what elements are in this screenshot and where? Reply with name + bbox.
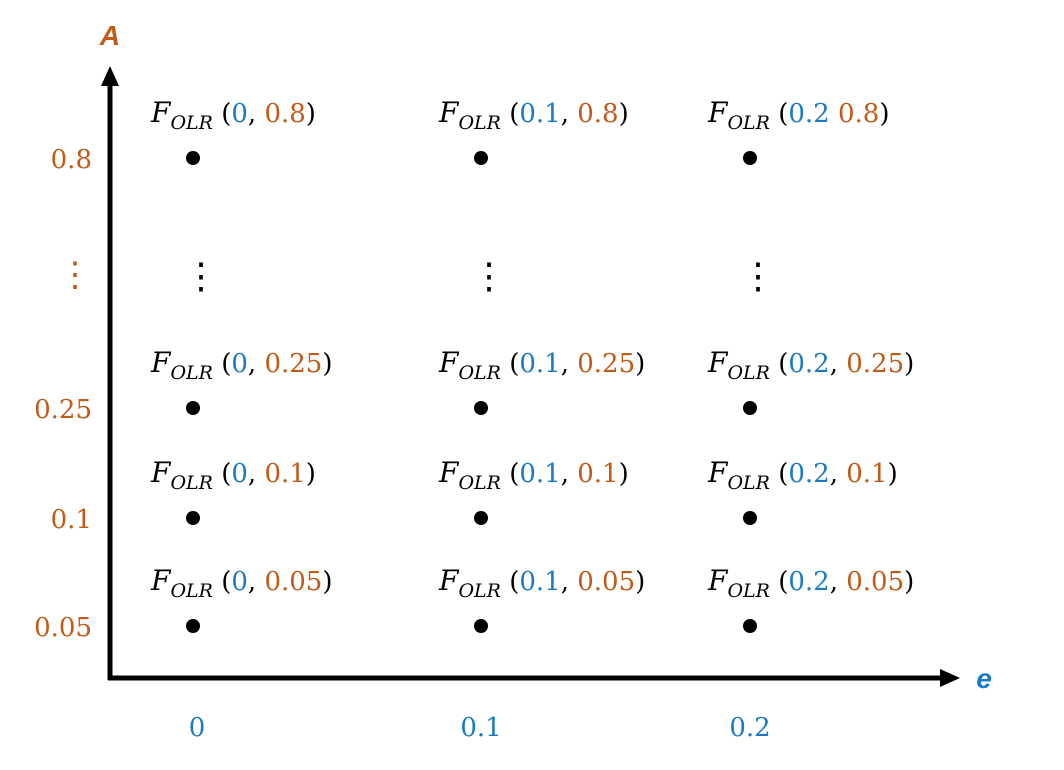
cell-label: FOLR (0.1, 0.1) — [438, 456, 629, 494]
grid-point — [186, 151, 200, 165]
x-tick-label: 0 — [189, 713, 206, 743]
vertical-ellipsis: ⋮ — [183, 256, 219, 297]
x-tick-label: 0.2 — [729, 713, 770, 743]
grid-point — [743, 511, 757, 525]
cell-label: FOLR (0, 0.05) — [150, 564, 332, 602]
grid-point — [474, 401, 488, 415]
y-tick-label: 0.25 — [34, 395, 92, 425]
y-axis-arrow — [101, 66, 119, 86]
x-axis-label: e — [976, 663, 992, 694]
grid-point — [474, 619, 488, 633]
x-tick-label: 0.1 — [460, 713, 501, 743]
vertical-ellipsis: ⋮ — [740, 256, 776, 297]
cell-label: FOLR (0, 0.8) — [150, 96, 316, 134]
grid-point — [743, 401, 757, 415]
cell-label: FOLR (0.2, 0.05) — [707, 564, 914, 602]
vertical-ellipsis: ⋮ — [471, 256, 507, 297]
cell-label: FOLR (0.2, 0.25) — [707, 346, 914, 384]
cell-label: FOLR (0.1, 0.8) — [438, 96, 629, 134]
y-axis-label: A — [99, 20, 120, 51]
cell-label: FOLR (0, 0.25) — [150, 346, 332, 384]
grid-point — [186, 511, 200, 525]
y-tick-label: ⋮ — [58, 255, 92, 295]
y-tick-labels: 0.8 ⋮ 0.25 0.1 0.05 — [34, 145, 92, 643]
grid-point — [186, 401, 200, 415]
grid-point — [743, 151, 757, 165]
grid-point — [743, 619, 757, 633]
cell-label: FOLR (0.2 0.8) — [707, 96, 890, 134]
x-axis-arrow — [940, 669, 960, 687]
grid-point — [474, 151, 488, 165]
cell-label: FOLR (0.1, 0.05) — [438, 564, 645, 602]
y-tick-label: 0.05 — [34, 613, 92, 643]
cell-label: FOLR (0, 0.1) — [150, 456, 316, 494]
grid-point — [186, 619, 200, 633]
x-tick-labels: 0 0.1 0.2 — [189, 713, 771, 743]
cell-label: FOLR (0.1, 0.25) — [438, 346, 645, 384]
grid-point — [474, 511, 488, 525]
cell-label: FOLR (0.2, 0.1) — [707, 456, 898, 494]
y-tick-label: 0.8 — [51, 145, 92, 175]
y-tick-label: 0.1 — [51, 505, 92, 535]
grid-cells: FOLR (0, 0.8) FOLR (0.1, 0.8) FOLR (0.2 0.… — [150, 96, 914, 633]
